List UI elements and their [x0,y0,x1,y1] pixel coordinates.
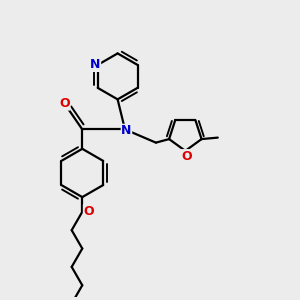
Text: N: N [121,124,132,137]
Text: O: O [59,97,70,110]
Text: O: O [83,205,94,218]
Text: N: N [90,58,100,71]
Text: O: O [181,150,191,163]
